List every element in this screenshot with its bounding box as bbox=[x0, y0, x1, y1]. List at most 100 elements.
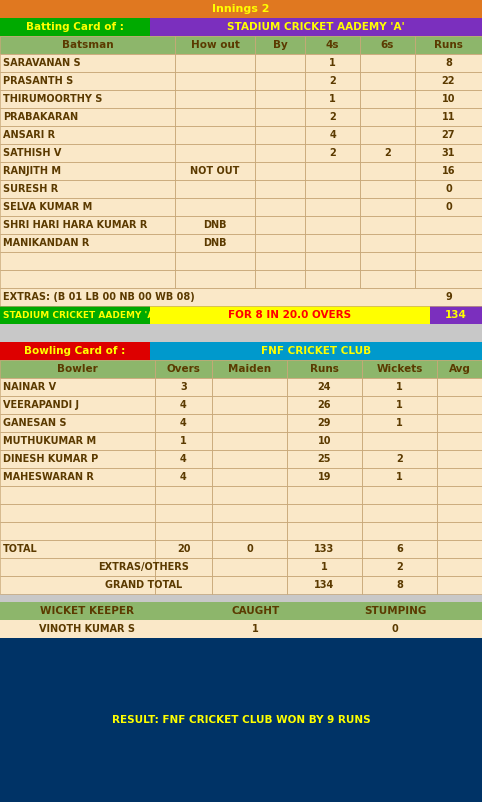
Text: SARAVANAN S: SARAVANAN S bbox=[3, 58, 80, 68]
Text: 1: 1 bbox=[321, 562, 328, 572]
Text: MUTHUKUMAR M: MUTHUKUMAR M bbox=[3, 436, 96, 446]
Text: VEERAPANDI J: VEERAPANDI J bbox=[3, 400, 79, 410]
Text: THIRUMOORTHY S: THIRUMOORTHY S bbox=[3, 94, 102, 104]
Text: 8: 8 bbox=[445, 58, 452, 68]
Bar bbox=[0, 432, 155, 450]
Text: 2: 2 bbox=[329, 76, 336, 86]
Text: Maiden: Maiden bbox=[228, 364, 271, 374]
Bar bbox=[305, 234, 360, 252]
Bar bbox=[287, 450, 362, 468]
Bar bbox=[0, 54, 482, 72]
Text: SURESH R: SURESH R bbox=[3, 184, 58, 194]
Bar bbox=[437, 504, 482, 522]
Bar bbox=[360, 72, 415, 90]
Bar bbox=[255, 144, 305, 162]
Bar bbox=[362, 432, 437, 450]
Bar bbox=[0, 252, 175, 270]
Bar bbox=[255, 126, 305, 144]
Bar bbox=[415, 72, 482, 90]
Bar bbox=[255, 54, 305, 72]
Bar bbox=[0, 162, 482, 180]
Bar bbox=[0, 270, 175, 288]
Bar bbox=[0, 234, 482, 252]
Text: VINOTH KUMAR S: VINOTH KUMAR S bbox=[39, 624, 135, 634]
Text: FNF CRICKET CLUB: FNF CRICKET CLUB bbox=[261, 346, 371, 356]
Bar bbox=[0, 558, 155, 576]
Text: 2: 2 bbox=[384, 148, 391, 158]
Text: 4s: 4s bbox=[326, 40, 339, 50]
Text: Wickets: Wickets bbox=[376, 364, 423, 374]
Bar bbox=[305, 198, 360, 216]
Bar bbox=[0, 126, 175, 144]
Bar bbox=[255, 270, 305, 288]
Bar bbox=[0, 306, 150, 324]
Bar bbox=[305, 54, 360, 72]
Bar bbox=[0, 522, 482, 540]
Text: TOTAL: TOTAL bbox=[3, 544, 38, 554]
Text: Runs: Runs bbox=[434, 40, 463, 50]
Text: EXTRAS/OTHERS: EXTRAS/OTHERS bbox=[98, 562, 189, 572]
Bar bbox=[212, 576, 287, 594]
Bar bbox=[287, 360, 362, 378]
Text: FOR 8 IN 20.0 OVERS: FOR 8 IN 20.0 OVERS bbox=[228, 310, 351, 320]
Bar bbox=[362, 360, 437, 378]
Text: RESULT: FNF CRICKET CLUB WON BY 9 RUNS: RESULT: FNF CRICKET CLUB WON BY 9 RUNS bbox=[112, 715, 370, 725]
Bar bbox=[360, 252, 415, 270]
Text: Batting Card of :: Batting Card of : bbox=[26, 22, 124, 32]
Bar bbox=[360, 54, 415, 72]
Bar bbox=[212, 540, 287, 558]
Bar bbox=[155, 558, 212, 576]
Bar bbox=[0, 620, 482, 638]
Bar bbox=[175, 54, 255, 72]
Bar bbox=[0, 90, 175, 108]
Bar bbox=[362, 576, 437, 594]
Text: 20: 20 bbox=[177, 544, 190, 554]
Text: How out: How out bbox=[190, 40, 240, 50]
Bar bbox=[212, 486, 287, 504]
Bar bbox=[175, 270, 255, 288]
Bar bbox=[175, 72, 255, 90]
Bar bbox=[0, 18, 150, 36]
Bar bbox=[255, 162, 305, 180]
Bar bbox=[360, 180, 415, 198]
Bar bbox=[360, 198, 415, 216]
Bar bbox=[415, 36, 482, 54]
Text: 9: 9 bbox=[445, 292, 452, 302]
Text: 4: 4 bbox=[180, 454, 187, 464]
Bar bbox=[155, 414, 212, 432]
Bar bbox=[0, 540, 482, 558]
Text: 27: 27 bbox=[442, 130, 455, 140]
Bar bbox=[287, 522, 362, 540]
Bar bbox=[437, 414, 482, 432]
Bar bbox=[287, 540, 362, 558]
Bar bbox=[175, 162, 255, 180]
Bar bbox=[212, 522, 287, 540]
Text: 11: 11 bbox=[442, 112, 455, 122]
Bar bbox=[255, 216, 305, 234]
Bar bbox=[212, 468, 287, 486]
Bar bbox=[287, 504, 362, 522]
Text: SATHISH V: SATHISH V bbox=[3, 148, 61, 158]
Text: 1: 1 bbox=[180, 436, 187, 446]
Text: STUMPING: STUMPING bbox=[364, 606, 427, 616]
Bar bbox=[0, 486, 155, 504]
Text: WICKET KEEPER: WICKET KEEPER bbox=[40, 606, 134, 616]
Bar bbox=[0, 360, 482, 378]
Bar bbox=[415, 234, 482, 252]
Bar bbox=[0, 72, 175, 90]
Bar bbox=[0, 468, 482, 486]
Bar bbox=[360, 270, 415, 288]
Bar bbox=[175, 144, 255, 162]
Bar bbox=[287, 432, 362, 450]
Bar bbox=[0, 414, 155, 432]
Text: STADIUM CRICKET AADEMY 'A': STADIUM CRICKET AADEMY 'A' bbox=[227, 22, 405, 32]
Text: DNB: DNB bbox=[203, 238, 227, 248]
Text: GANESAN S: GANESAN S bbox=[3, 418, 67, 428]
Text: NAINAR V: NAINAR V bbox=[3, 382, 56, 392]
Bar bbox=[255, 198, 305, 216]
Bar bbox=[150, 306, 430, 324]
Bar bbox=[305, 216, 360, 234]
Text: 4: 4 bbox=[329, 130, 336, 140]
Bar bbox=[0, 504, 482, 522]
Bar bbox=[305, 36, 360, 54]
